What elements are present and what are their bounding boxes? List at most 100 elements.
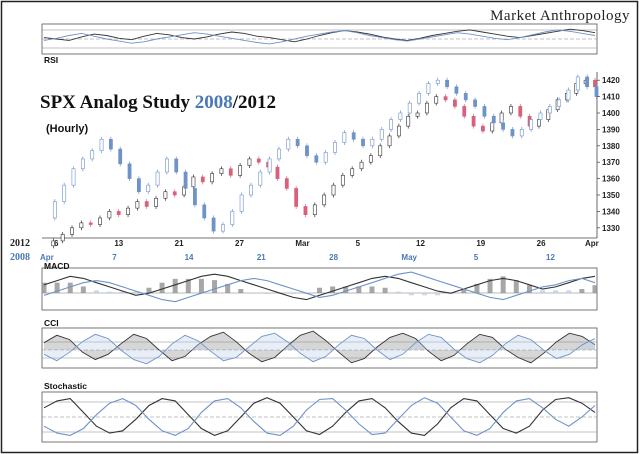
macd-histogram-bar — [185, 278, 191, 293]
candle-body-2012 — [462, 106, 467, 117]
candle-body-2008 — [398, 112, 403, 120]
candle-body-2008 — [454, 86, 459, 94]
candle-body-2008 — [314, 155, 319, 163]
candle-body-2012 — [303, 206, 308, 215]
x-tick-2008: 12 — [546, 253, 555, 262]
candle-body-2008 — [90, 150, 95, 160]
macd-histogram-bar — [159, 282, 165, 293]
candle-body-2012 — [116, 211, 121, 215]
candle-body-2012 — [294, 188, 299, 207]
cci-label: CCI — [44, 318, 59, 328]
cci-fill-2012 — [44, 331, 595, 363]
candle-body-2012 — [481, 125, 485, 132]
macd-histogram-bar — [172, 278, 178, 293]
macd-histogram-bar — [474, 283, 480, 293]
macd-histogram-bar — [264, 293, 270, 295]
x-tick-2012: 5 — [356, 239, 361, 248]
macd-histogram-bar — [238, 289, 244, 293]
candle-body-2008 — [267, 158, 272, 173]
candle-body-2008 — [342, 132, 347, 143]
y-tick-label: 1390 — [602, 125, 620, 134]
candle-body-2008 — [71, 168, 76, 186]
cci-frame — [41, 327, 598, 369]
candle-body-2012 — [172, 191, 177, 196]
candle-body-2008 — [473, 99, 477, 107]
candle-body-2008 — [417, 93, 421, 104]
x-ticks-2008: Apr 7 14 21 28 May 5 12 — [40, 253, 555, 262]
price-y-ticks: 1420 1410 1400 1390 1380 1370 1360 1350 1340 1330 — [597, 76, 620, 233]
candle-body-2012 — [453, 99, 457, 107]
brand-label: Market Anthropology — [490, 8, 630, 24]
candle-body-2012 — [200, 176, 205, 183]
candle-body-2008 — [80, 158, 85, 170]
candle-body-2008 — [585, 76, 590, 88]
cci-lines — [43, 330, 596, 365]
candle-body-2012 — [219, 168, 224, 174]
candle-body-2008 — [127, 163, 132, 179]
cci-series-2012 — [43, 330, 596, 364]
candle-body-2012 — [490, 122, 495, 132]
macd-histogram-bar — [93, 290, 99, 293]
title-text: SPX Analog Study — [40, 92, 195, 113]
candle-body-2012 — [443, 96, 448, 101]
candle-body-2008 — [118, 148, 123, 165]
candle-body-2012 — [396, 125, 401, 137]
x-tick-2012: 21 — [175, 239, 184, 248]
candle-body-2008 — [258, 171, 263, 186]
candle-body-2012 — [51, 240, 56, 247]
macd-panel: MACD — [41, 261, 598, 311]
x-tick-2012: 26 — [537, 239, 546, 248]
macd-histogram-bar — [290, 293, 296, 295]
candle-body-2008 — [491, 115, 496, 124]
candle-body-2008 — [52, 201, 57, 219]
macd-histogram — [41, 276, 598, 296]
macd-histogram-bar — [553, 290, 559, 293]
candle-body-2008 — [286, 138, 291, 150]
candle-body-2012 — [350, 168, 355, 176]
price-candles — [51, 74, 599, 249]
candle-body-2012 — [210, 173, 215, 183]
macd-histogram-bar — [120, 291, 126, 293]
macd-histogram-bar — [67, 282, 73, 293]
candle-body-2012 — [60, 234, 65, 242]
macd-lines — [43, 271, 596, 303]
candle-body-2012 — [135, 201, 140, 209]
candle-body-2012 — [471, 115, 476, 127]
candle-body-2008 — [519, 129, 524, 137]
candle-body-2012 — [238, 165, 243, 176]
macd-histogram-bar — [251, 292, 257, 294]
candle-body-2012 — [415, 112, 420, 117]
candle-body-2012 — [322, 194, 327, 206]
candle-body-2012 — [154, 197, 158, 207]
candle-body-2012 — [191, 176, 196, 188]
candle-body-2008 — [165, 158, 169, 173]
candle-body-2008 — [221, 224, 225, 232]
x-tick-2008: Apr — [40, 253, 54, 262]
title-year-2012: 2012 — [238, 92, 276, 113]
price-panel: 1420 1410 1400 1390 1380 1370 1360 1350 1340 1330… — [10, 72, 620, 263]
x-tick-2008: 14 — [185, 253, 194, 262]
y-tick-label: 1410 — [602, 93, 620, 102]
candle-body-2012 — [434, 96, 439, 104]
cci-panel: CCI — [41, 318, 598, 369]
candle-body-2012 — [593, 79, 597, 88]
macd-histogram-bar — [133, 291, 139, 293]
macd-histogram-bar — [212, 280, 218, 293]
candle-body-2012 — [275, 166, 280, 179]
row-label-2008: 2008 — [10, 252, 30, 263]
x-tick-2012: 27 — [235, 239, 244, 248]
candle-body-2008 — [594, 86, 599, 97]
macd-histogram-bar — [382, 287, 388, 293]
candle-body-2008 — [529, 119, 534, 130]
candle-body-2008 — [501, 122, 506, 130]
macd-series-2008 — [43, 271, 596, 303]
macd-histogram-bar — [343, 286, 349, 293]
candle-body-2008 — [463, 93, 468, 101]
macd-histogram-bar — [54, 282, 60, 293]
macd-histogram-bar — [408, 293, 414, 296]
y-tick-label: 1370 — [602, 158, 620, 167]
candle-body-2008 — [510, 129, 515, 137]
candle-body-2008 — [379, 129, 384, 140]
x-tick-2008: 7 — [112, 253, 117, 262]
